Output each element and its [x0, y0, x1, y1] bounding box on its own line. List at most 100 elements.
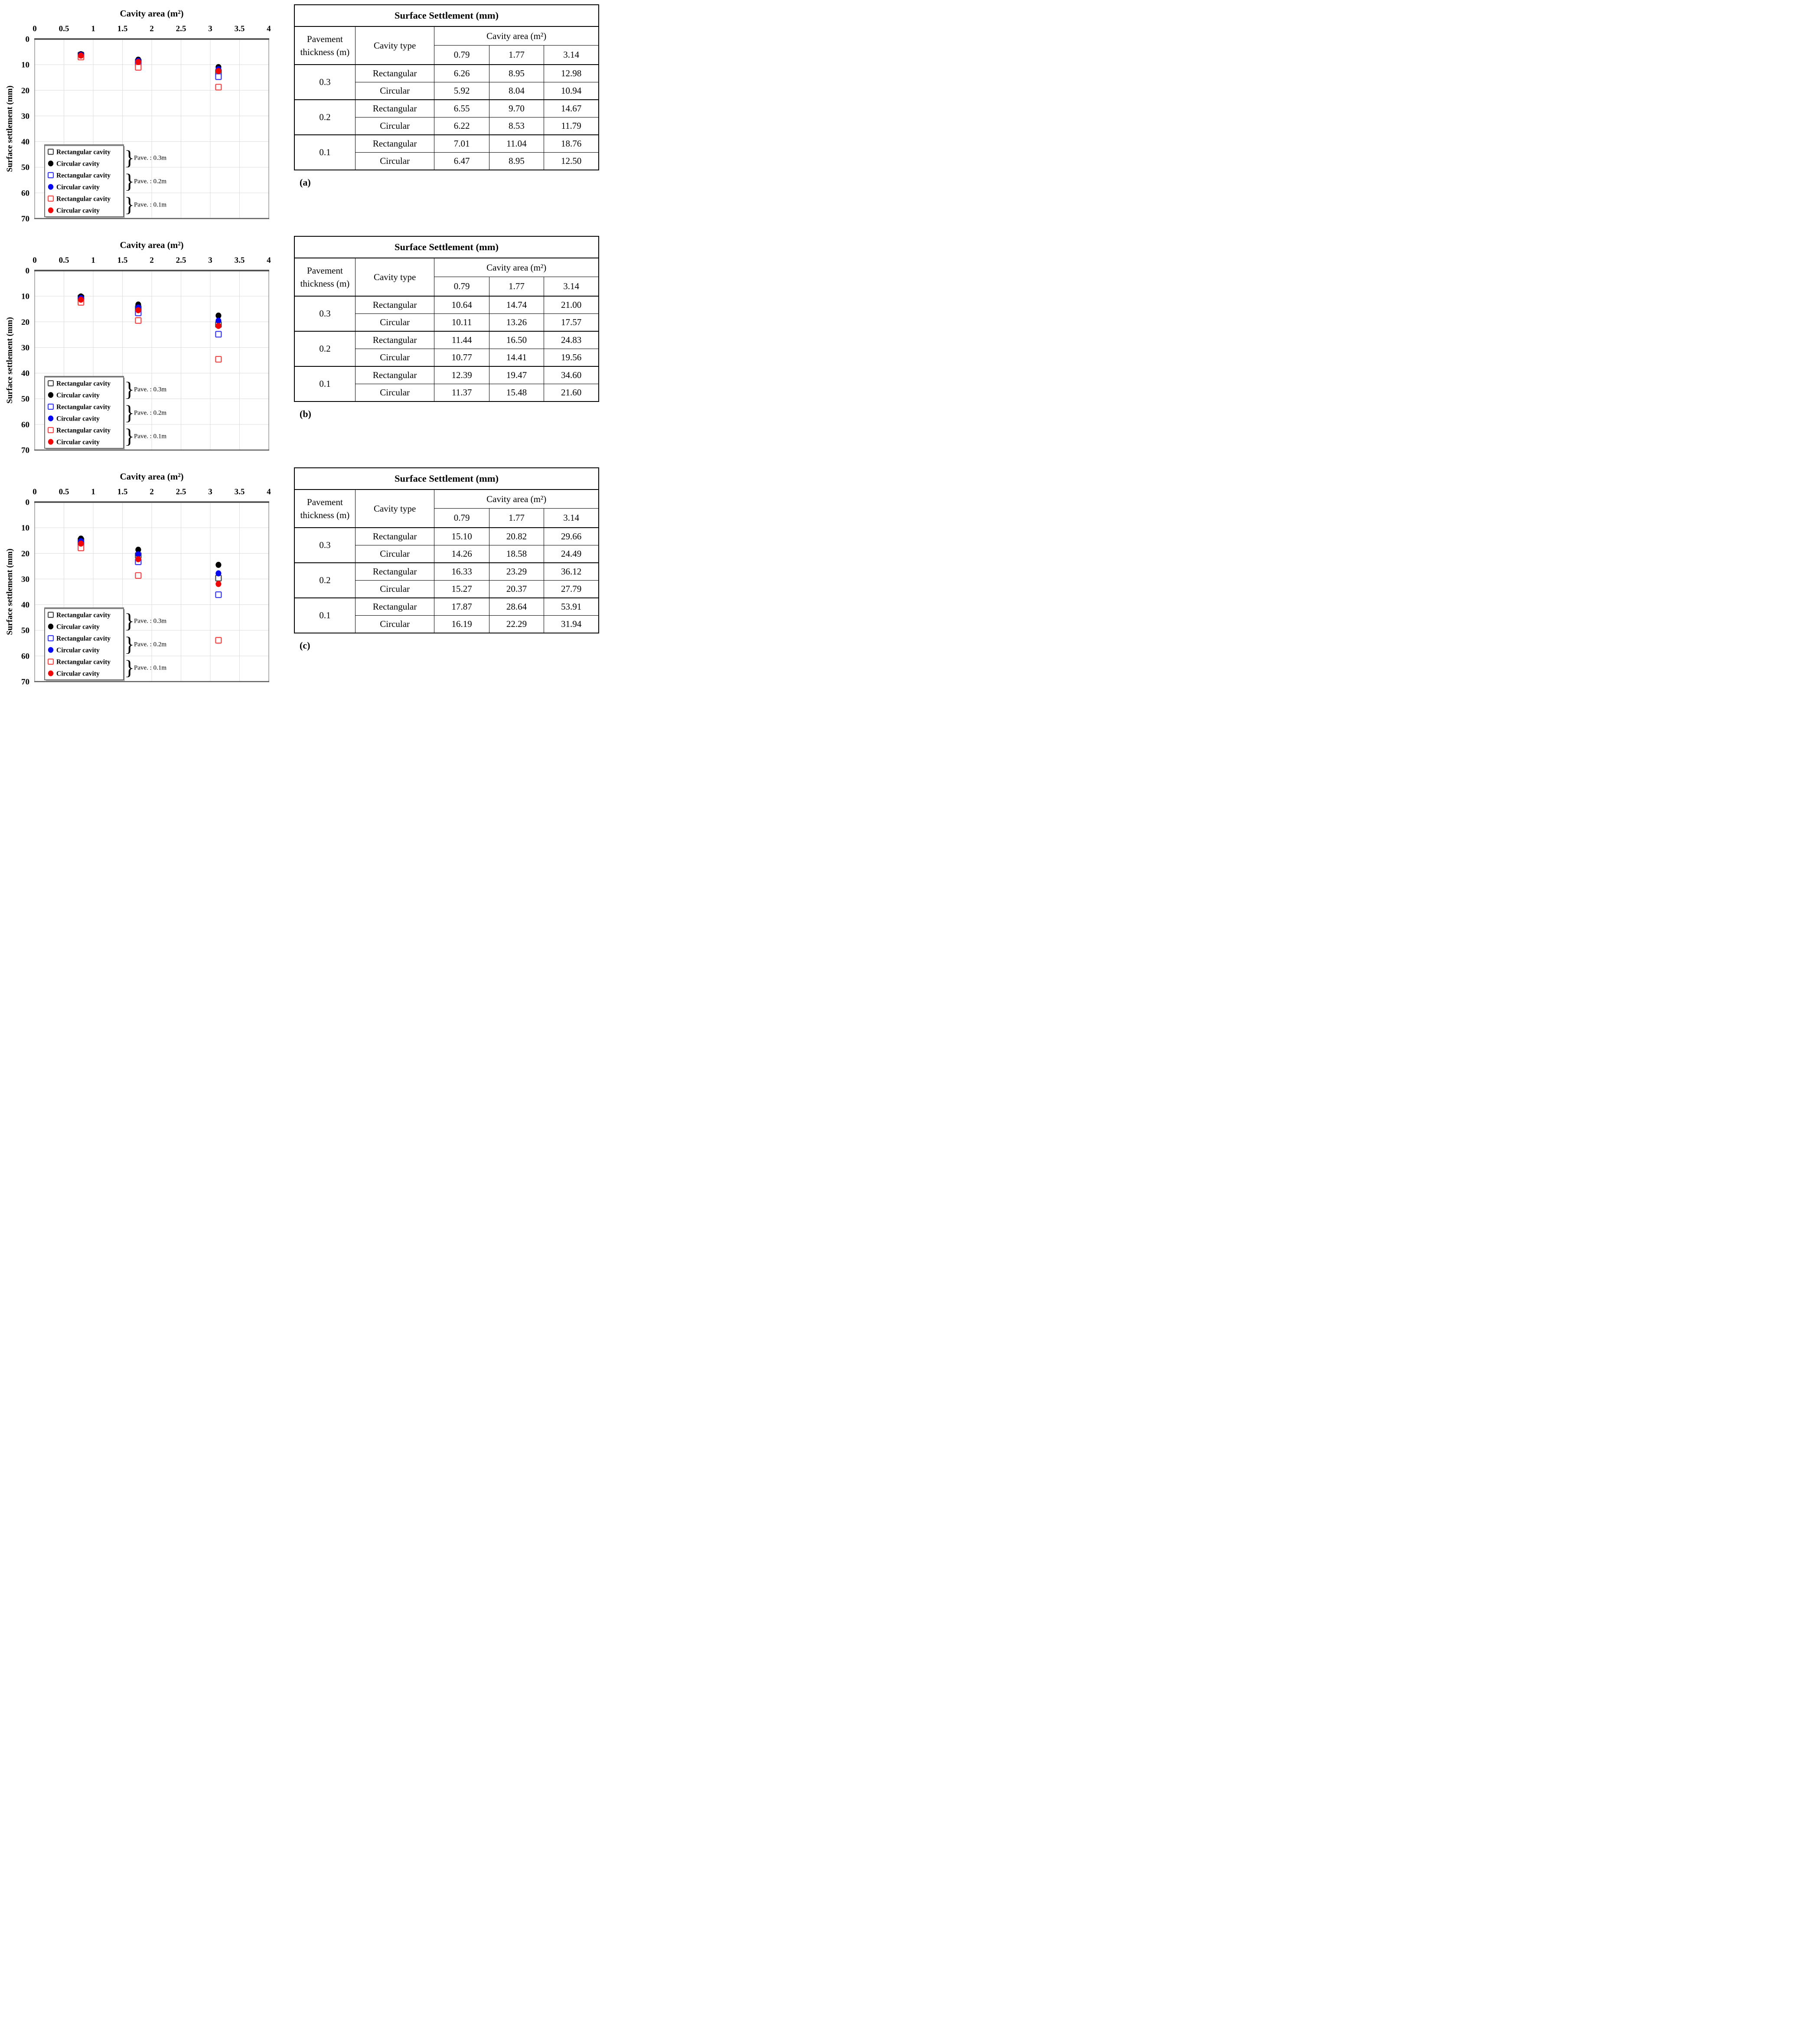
- svg-text:1.5: 1.5: [117, 24, 128, 33]
- legend-square-open-icon: [47, 172, 54, 179]
- svg-text:Cavity area (m²): Cavity area (m²): [120, 8, 183, 19]
- legend-brace: }: [124, 193, 134, 216]
- svg-text:10: 10: [21, 292, 29, 301]
- panel-b-label: (b): [300, 408, 311, 419]
- area-col-header: 0.79: [434, 508, 489, 528]
- chart-b-container: Cavity area (m²) 0 0.5 1 1.5 2 2.5 3 3.5 4 0 10 20 30…: [3, 236, 284, 461]
- value-cell: 11.79: [544, 117, 599, 135]
- svg-text:4: 4: [267, 487, 271, 496]
- legend-group-label: Pave. : 0.2m: [134, 641, 166, 648]
- value-cell: 15.27: [434, 580, 489, 598]
- cavity-type-cell: Circular: [355, 313, 435, 332]
- value-cell: 6.22: [434, 117, 489, 135]
- panel-b: Cavity area (m²) 0 0.5 1 1.5 2 2.5 3 3.5 4 0 10 20 30…: [3, 236, 604, 461]
- col-header-cavity-area: Cavity area (m²): [434, 489, 599, 509]
- legend-group-label: Pave. : 0.3m: [134, 386, 166, 393]
- svg-text:Rectangular cavity: Rectangular cavity: [56, 196, 111, 203]
- value-cell: 17.87: [434, 597, 489, 616]
- cavity-type-cell: Rectangular: [355, 99, 435, 117]
- svg-text:Surface settlement (mm): Surface settlement (mm): [5, 548, 14, 635]
- panel-a-label: (a): [300, 176, 311, 188]
- svg-text:0: 0: [26, 498, 30, 507]
- legend-brace: }: [124, 378, 134, 401]
- col-header-cavity-area: Cavity area (m²): [434, 26, 599, 46]
- area-col-header: 1.77: [489, 277, 545, 297]
- plot-border: [34, 270, 269, 451]
- svg-text:1: 1: [91, 487, 95, 496]
- value-cell: 19.47: [489, 366, 545, 384]
- legend-circle-filled-icon: [48, 207, 54, 213]
- data-markers: [78, 293, 222, 363]
- svg-text:2.5: 2.5: [176, 487, 186, 496]
- legend-brace: }: [124, 610, 134, 633]
- value-cell: 10.11: [434, 313, 489, 332]
- cavity-type-cell: Circular: [355, 615, 435, 633]
- panel-c-label: (c): [300, 640, 310, 651]
- settlement-chart-c: Cavity area (m²)0 0.5 1 1.5 2 2.5 3 3.5 40102030…: [5, 471, 271, 687]
- legend-circle-filled-icon: [48, 415, 54, 421]
- value-cell: 23.29: [489, 562, 545, 581]
- svg-text:Surface settlement (mm): Surface settlement (mm): [5, 85, 14, 172]
- figure: Cavity area (m²) 0 0.5 1 1.5 2 2.5 3 3.5 4 0 10 20 30…: [0, 0, 607, 699]
- col-header-cavity-area: Cavity area (m²): [434, 258, 599, 277]
- area-col-header: 0.79: [434, 277, 489, 297]
- table-row: Circular 15.27 20.37 27.79: [294, 580, 599, 598]
- legend-square-open-icon: [47, 611, 54, 618]
- svg-text:0.5: 0.5: [59, 256, 69, 265]
- table-row: 0.1 Rectangular 7.01 11.04 18.76: [294, 134, 599, 170]
- value-cell: 34.60: [544, 366, 599, 384]
- cavity-type-cell: Circular: [355, 82, 435, 100]
- legend: Rectangular cavity Circular cavity Rectang…: [44, 607, 166, 681]
- value-cell: 5.92: [434, 82, 489, 100]
- svg-text:Rectangular cavity: Rectangular cavity: [56, 659, 111, 666]
- legend-square-open-icon: [47, 427, 54, 434]
- value-cell: 14.67: [544, 99, 599, 117]
- value-cell: 36.12: [544, 562, 599, 581]
- svg-text:30: 30: [21, 112, 29, 121]
- thickness-cell: 0.2: [294, 330, 356, 367]
- legend-circle-filled-icon: [48, 439, 54, 445]
- svg-text:3: 3: [208, 24, 212, 33]
- value-cell: 24.49: [544, 545, 599, 563]
- value-cell: 10.77: [434, 348, 489, 367]
- svg-text:40: 40: [21, 601, 29, 610]
- legend-square-open-icon: [47, 195, 54, 202]
- settlement-chart-b: Cavity area (m²)0 0.5 1 1.5 2 2.5 3 3.5 40102030…: [5, 240, 271, 455]
- svg-text:20: 20: [21, 549, 29, 558]
- x-axis-ticks: 0 0.5 1 1.5 2 2.5 3 3.5 4: [33, 24, 271, 33]
- table-row: Circular 11.37 15.48 21.60: [294, 383, 599, 402]
- legend-circle-filled-icon: [48, 160, 54, 166]
- thickness-cell: 0.2: [294, 99, 356, 135]
- value-cell: 18.58: [489, 545, 545, 563]
- legend: Rectangular cavity Circular cavity Rectang…: [44, 144, 166, 218]
- svg-text:Rectangular cavity: Rectangular cavity: [56, 427, 111, 434]
- svg-text:3.5: 3.5: [235, 24, 245, 33]
- svg-text:0: 0: [33, 24, 37, 33]
- cavity-type-cell: Circular: [355, 580, 435, 598]
- cavity-type-cell: Rectangular: [355, 64, 435, 82]
- svg-text:Circular cavity: Circular cavity: [56, 160, 100, 168]
- value-cell: 21.60: [544, 383, 599, 402]
- svg-text:Circular cavity: Circular cavity: [56, 439, 100, 446]
- plot-border: [34, 38, 269, 219]
- table-row: 0.2 Rectangular 16.33 23.29 36.12: [294, 562, 599, 598]
- value-cell: 8.04: [489, 82, 545, 100]
- y-axis-label: Surface settlement (mm): [5, 85, 14, 172]
- y-axis-ticks: 0 10 20 30 40 50 60 70: [21, 267, 29, 455]
- thickness-cell: 0.1: [294, 366, 356, 402]
- chart-title: Cavity area (m²): [120, 8, 183, 19]
- table-row: Circular 14.26 18.58 24.49: [294, 545, 599, 563]
- value-cell: 8.53: [489, 117, 545, 135]
- thickness-cell: 0.3: [294, 64, 356, 100]
- svg-text:Circular cavity: Circular cavity: [56, 670, 100, 678]
- value-cell: 16.33: [434, 562, 489, 581]
- legend-group-label: Pave. : 0.3m: [134, 155, 166, 162]
- legend-group-label: Pave. : 0.1m: [134, 665, 166, 672]
- value-cell: 12.98: [544, 64, 599, 82]
- table-b-container: Surface Settlement (mm) Pavement thickne…: [294, 236, 603, 420]
- table-a-container: Surface Settlement (mm) Pavement thickne…: [294, 4, 603, 188]
- cavity-type-cell: Rectangular: [355, 562, 435, 581]
- settlement-table-c: Surface Settlement (mm) Pavement thickne…: [294, 467, 599, 633]
- table-row: 0.2 Rectangular 11.44 16.50 24.83: [294, 330, 599, 367]
- svg-text:Circular cavity: Circular cavity: [56, 207, 100, 215]
